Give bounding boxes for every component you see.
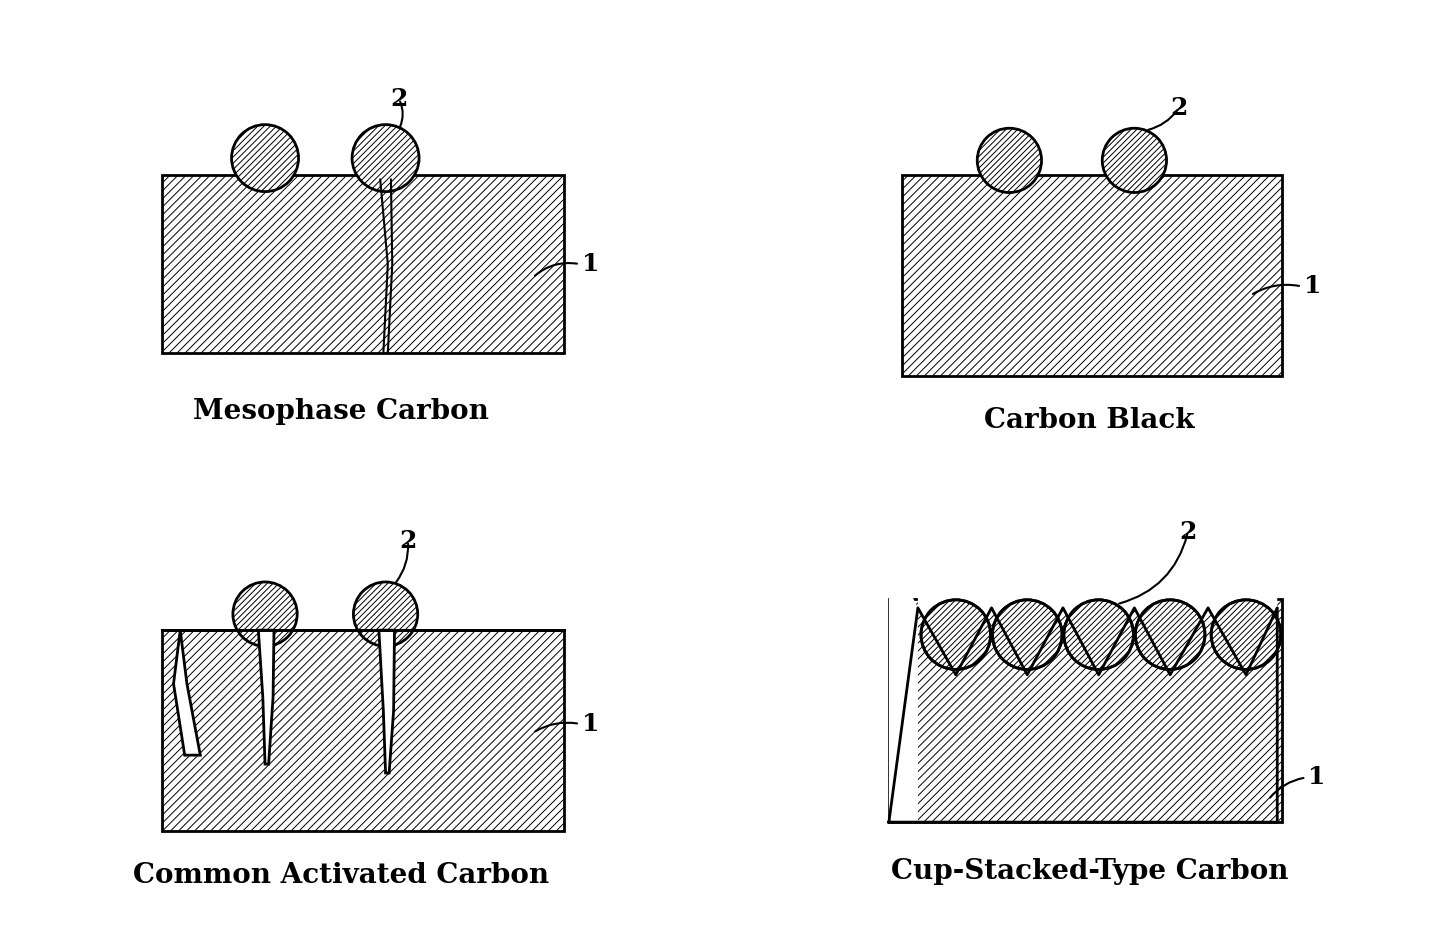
- Text: 1: 1: [1303, 274, 1321, 299]
- Text: Mesophase Carbon: Mesophase Carbon: [193, 398, 488, 425]
- Text: 2: 2: [391, 86, 408, 111]
- Circle shape: [232, 582, 298, 646]
- Circle shape: [1212, 600, 1280, 670]
- Text: Common Activated Carbon: Common Activated Carbon: [132, 862, 549, 889]
- Bar: [163, 175, 564, 353]
- Text: 1: 1: [583, 252, 599, 276]
- Polygon shape: [259, 631, 275, 764]
- Text: 2: 2: [400, 529, 417, 553]
- Circle shape: [1135, 600, 1205, 670]
- Circle shape: [353, 582, 417, 646]
- Polygon shape: [379, 631, 395, 773]
- Circle shape: [1103, 128, 1167, 193]
- Text: Cup-Stacked-Type Carbon: Cup-Stacked-Type Carbon: [891, 857, 1289, 884]
- Text: 1: 1: [583, 711, 599, 736]
- Bar: [902, 175, 1282, 376]
- Polygon shape: [918, 487, 1277, 675]
- Circle shape: [978, 128, 1042, 193]
- Circle shape: [1064, 600, 1133, 670]
- Circle shape: [231, 125, 298, 192]
- Text: Carbon Black: Carbon Black: [985, 406, 1194, 434]
- Circle shape: [352, 125, 418, 192]
- Bar: [163, 631, 564, 831]
- Polygon shape: [173, 631, 201, 755]
- Polygon shape: [889, 564, 918, 822]
- Text: 2: 2: [1170, 96, 1187, 120]
- Text: 1: 1: [1309, 765, 1325, 790]
- Bar: [889, 599, 1282, 822]
- Circle shape: [921, 600, 991, 670]
- Circle shape: [992, 600, 1062, 670]
- Text: 2: 2: [1180, 520, 1197, 544]
